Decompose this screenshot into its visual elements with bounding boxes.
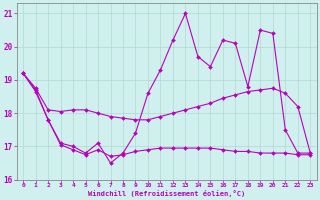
X-axis label: Windchill (Refroidissement éolien,°C): Windchill (Refroidissement éolien,°C) bbox=[88, 190, 245, 197]
